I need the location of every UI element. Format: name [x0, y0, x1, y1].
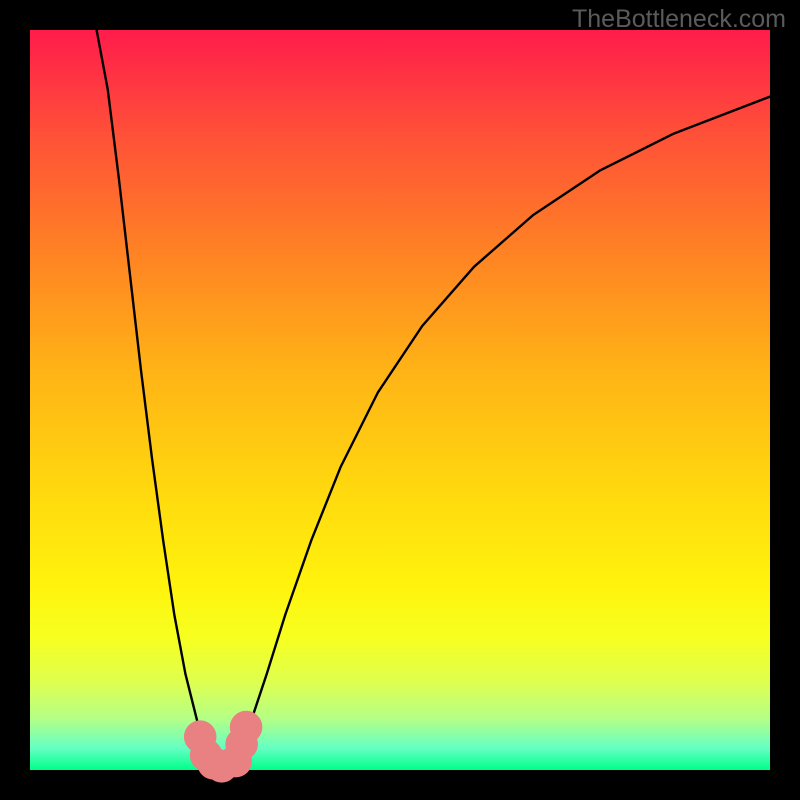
chart-stage: TheBottleneck.com: [0, 0, 800, 800]
watermark-text: TheBottleneck.com: [572, 5, 786, 34]
chart-svg: [0, 0, 800, 800]
marker-dot: [230, 711, 263, 744]
